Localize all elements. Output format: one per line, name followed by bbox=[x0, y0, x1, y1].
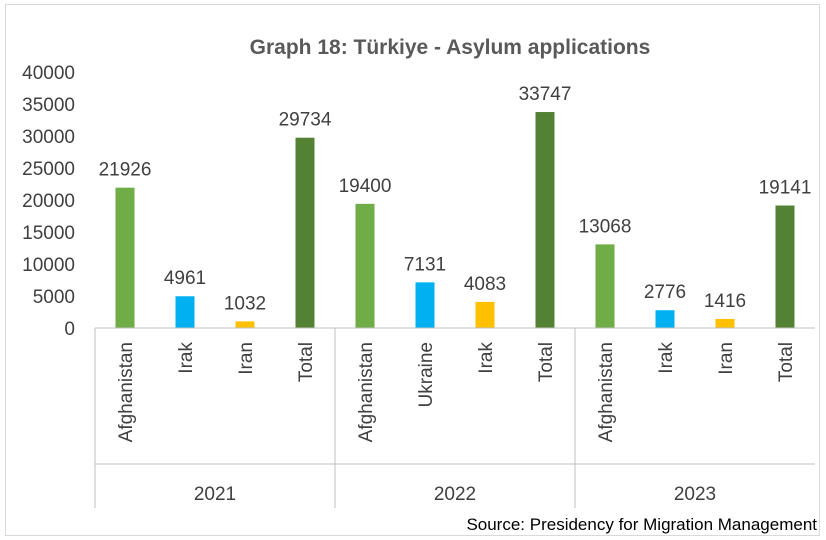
data-label: 1032 bbox=[224, 293, 266, 314]
data-label: 19400 bbox=[339, 176, 392, 197]
category-label: Total bbox=[776, 342, 797, 382]
group-label: 2021 bbox=[194, 484, 236, 505]
y-tick-label: 40000 bbox=[22, 63, 75, 84]
category-label: Afghanistan bbox=[596, 342, 617, 442]
data-label: 33747 bbox=[519, 84, 572, 105]
category-label: Irak bbox=[476, 342, 497, 374]
data-label: 19141 bbox=[759, 177, 812, 198]
y-tick-label: 20000 bbox=[22, 191, 75, 212]
bar bbox=[775, 205, 795, 328]
bar bbox=[655, 310, 675, 328]
data-label: 7131 bbox=[404, 254, 446, 275]
y-axis-ticks: 0 5000 10000 15000 20000 25000 30000 35000 40000 bbox=[22, 63, 75, 340]
group-label: 2023 bbox=[674, 484, 716, 505]
category-labels: Afghanistan Irak Iran Total Afghanistan Ukrai… bbox=[116, 342, 797, 443]
bar bbox=[415, 282, 435, 328]
data-label: 13068 bbox=[579, 216, 632, 237]
category-axis bbox=[94, 327, 815, 508]
data-label: 4083 bbox=[464, 274, 506, 295]
bar bbox=[175, 296, 195, 328]
bar bbox=[115, 187, 135, 328]
bars bbox=[115, 112, 795, 329]
data-label: 21926 bbox=[99, 160, 152, 181]
chart-frame bbox=[5, 4, 820, 536]
data-label: 1416 bbox=[704, 291, 746, 312]
y-tick-label: 25000 bbox=[22, 159, 75, 180]
category-label: Irak bbox=[176, 342, 197, 374]
bar bbox=[235, 321, 255, 328]
y-tick-label: 0 bbox=[64, 319, 75, 340]
data-label: 2776 bbox=[644, 282, 686, 303]
category-label: Irak bbox=[656, 342, 677, 374]
category-label: Afghanistan bbox=[356, 342, 377, 442]
category-label: Total bbox=[536, 342, 557, 382]
y-tick-label: 10000 bbox=[22, 255, 75, 276]
data-label: 29734 bbox=[279, 110, 332, 131]
bar bbox=[535, 112, 555, 329]
bar bbox=[475, 301, 495, 328]
category-label: Afghanistan bbox=[116, 342, 137, 442]
category-label: Ukraine bbox=[416, 342, 437, 407]
category-label: Total bbox=[296, 342, 317, 382]
category-label: Iran bbox=[236, 342, 257, 375]
data-label: 4961 bbox=[164, 268, 206, 289]
category-label: Iran bbox=[716, 342, 737, 375]
y-tick-label: 5000 bbox=[33, 287, 75, 308]
group-labels: 2021 2022 2023 bbox=[194, 484, 716, 505]
bar bbox=[715, 318, 735, 328]
bar bbox=[595, 244, 615, 328]
group-label: 2022 bbox=[434, 484, 476, 505]
source-note: Source: Presidency for Migration Managem… bbox=[466, 515, 817, 534]
y-tick-label: 35000 bbox=[22, 95, 75, 116]
chart-title: Graph 18: Türkiye - Asylum applications bbox=[250, 36, 651, 59]
data-labels: 21926 4961 1032 29734 19400 7131 4083 33747 1306… bbox=[99, 84, 812, 314]
bar bbox=[295, 137, 315, 328]
y-tick-label: 15000 bbox=[22, 223, 75, 244]
y-tick-label: 30000 bbox=[22, 127, 75, 148]
bar bbox=[355, 203, 375, 328]
